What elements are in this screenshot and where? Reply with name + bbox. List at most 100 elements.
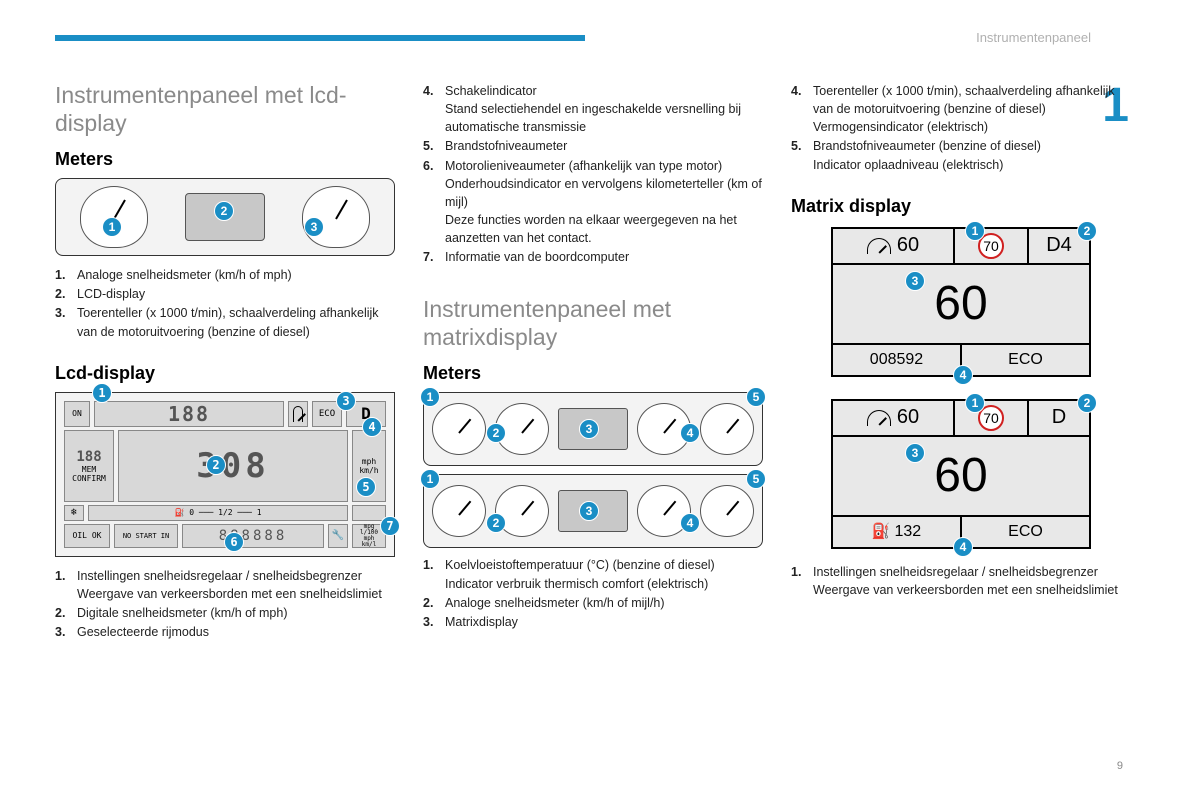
list-continuation: Weergave van verkeersborden met een snel… — [55, 585, 395, 603]
list-item: Analoge snelheidsmeter (km/h of mijl/h) — [423, 594, 763, 612]
col1-lcd-list: Instellingen snelheidsregelaar / snelhei… — [55, 567, 395, 585]
dial — [432, 403, 486, 455]
figure-matrix-meters-1: 1 2 3 4 5 — [423, 392, 763, 466]
list-item: Analoge snelheidsmeter (km/h of mph) — [55, 266, 395, 284]
page-number: 9 — [1117, 760, 1123, 772]
u-kml: km/l — [362, 542, 376, 548]
lcd-confirm: CONFIRM — [72, 474, 106, 483]
list-item: Koelvloeistoftemperatuur (°C) (benzine o… — [423, 556, 763, 574]
figure-matrix-meters-2: 1 2 3 4 5 — [423, 474, 763, 548]
lcd-mph: mph — [362, 457, 376, 466]
md1-odo: 008592 — [833, 345, 962, 375]
col3-matrix-heading: Matrix display — [791, 196, 1131, 217]
dial — [700, 403, 754, 455]
dial — [432, 485, 486, 537]
md2-speed: 60 — [833, 437, 1089, 515]
list-item: Toerenteller (x 1000 t/min), schaalverde… — [55, 304, 395, 340]
callout-3: 3 — [336, 391, 356, 411]
list-item: Informatie van de boordcomputer — [423, 248, 763, 266]
callout-5: 5 — [746, 387, 766, 407]
list-item: Digitale snelheidsmeter (km/h of mph) — [55, 604, 395, 622]
speedo-icon — [867, 410, 891, 426]
callout-1: 1 — [965, 221, 985, 241]
figure-lcd-display: ON 188 ECO D 188 MEM CONFIRM 308 mph km/… — [55, 392, 395, 557]
md2-range: 132 — [894, 523, 921, 541]
column-2: Schakelindicator Stand selectiehendel en… — [423, 82, 763, 642]
col3-matrix-list: Instellingen snelheidsregelaar / snelhei… — [791, 563, 1131, 581]
list-item: Brandstofniveaumeter (benzine of diesel) — [791, 137, 1131, 155]
list-continuation: Stand selectiehendel en ingeschakelde ve… — [423, 100, 763, 136]
list-item: Brandstofniveaumeter — [423, 137, 763, 155]
callout-3: 3 — [905, 443, 925, 463]
list-item: Geselecteerde rijmodus — [55, 623, 395, 641]
figure-matrix-display-2: 60 70 D 60 132 ECO 1 2 3 4 — [831, 399, 1091, 549]
page-content: Instrumentenpaneel met lcd-display Meter… — [55, 82, 1131, 642]
fuel-icon — [872, 522, 891, 541]
speedo-icon — [867, 238, 891, 254]
col1-lcd-heading: Lcd-display — [55, 363, 395, 384]
dial — [700, 485, 754, 537]
callout-4: 4 — [362, 417, 382, 437]
callout-4: 4 — [680, 513, 700, 533]
list-item: LCD-display — [55, 285, 395, 303]
list-item: Instellingen snelheidsregelaar / snelhei… — [55, 567, 395, 585]
column-3: Toerenteller (x 1000 t/min), schaalverde… — [791, 82, 1131, 642]
list-continuation: Deze functies worden na elkaar weergegev… — [423, 211, 763, 247]
list-item: Matrixdisplay — [423, 613, 763, 631]
lcd-oil: OIL OK — [64, 524, 110, 548]
lcd-on: ON — [64, 401, 90, 427]
col1-lcd-list-cont: Digitale snelheidsmeter (km/h of mph) Ge… — [55, 604, 395, 641]
col2-meters-list: Koelvloeistoftemperatuur (°C) (benzine o… — [423, 556, 763, 574]
callout-5: 5 — [356, 477, 376, 497]
callout-2: 2 — [1077, 393, 1097, 413]
list-item: Toerenteller (x 1000 t/min), schaalverde… — [791, 82, 1131, 118]
col2-cont-list-b: Brandstofniveaumeter Motorolieniveaumete… — [423, 137, 763, 174]
callout-1: 1 — [965, 393, 985, 413]
callout-2: 2 — [1077, 221, 1097, 241]
list-continuation: Weergave van verkeersborden met een snel… — [791, 581, 1131, 599]
list-continuation: Vermogensindicator (elektrisch) — [791, 118, 1131, 136]
lcd-kmh: km/h — [359, 466, 378, 475]
figure-lcd-meters: 1 2 3 — [55, 178, 395, 256]
list-item: Schakelindicator — [423, 82, 763, 100]
speedo-icon — [293, 406, 303, 422]
list-continuation: Onderhoudsindicator en vervolgens kilome… — [423, 175, 763, 211]
list-continuation: Indicator verbruik thermisch comfort (el… — [423, 575, 763, 593]
col2-meters-heading: Meters — [423, 363, 763, 384]
col3-cont-list-b: Brandstofniveaumeter (benzine of diesel) — [791, 137, 1131, 155]
top-rule — [55, 35, 585, 41]
callout-4: 4 — [953, 537, 973, 557]
lcd-top-digits: 188 — [94, 401, 284, 427]
col2-cont-list: Schakelindicator — [423, 82, 763, 100]
callout-1: 1 — [420, 387, 440, 407]
lcd-speed: 308 — [118, 430, 348, 502]
col2-title: Instrumentenpaneel met matrixdisplay — [423, 296, 763, 351]
col1-title: Instrumentenpaneel met lcd-display — [55, 82, 395, 137]
callout-1: 1 — [92, 383, 112, 403]
md2-eco: ECO — [962, 517, 1089, 547]
list-continuation: Indicator oplaadniveau (elektrisch) — [791, 156, 1131, 174]
col2-cont-list-c: Informatie van de boordcomputer — [423, 248, 763, 266]
col2-meters-list-b: Analoge snelheidsmeter (km/h of mijl/h) … — [423, 594, 763, 631]
figure-matrix-display-1: 60 70 D4 60 008592 ECO 1 2 3 4 — [831, 227, 1091, 377]
lcd-digits-small: 188 — [76, 449, 101, 465]
callout-1: 1 — [420, 469, 440, 489]
callout-4: 4 — [680, 423, 700, 443]
callout-6: 6 — [224, 532, 244, 552]
header-section-label: Instrumentenpaneel — [976, 30, 1091, 45]
callout-2: 2 — [206, 455, 226, 475]
md1-cruise: 60 — [897, 234, 919, 257]
col3-cont-list: Toerenteller (x 1000 t/min), schaalverde… — [791, 82, 1131, 118]
column-1: Instrumentenpaneel met lcd-display Meter… — [55, 82, 395, 642]
list-item: Motorolieniveaumeter (afhankelijk van ty… — [423, 157, 763, 175]
callout-3: 3 — [905, 271, 925, 291]
md1-speed: 60 — [833, 265, 1089, 343]
col1-meters-list: Analoge snelheidsmeter (km/h of mph) LCD… — [55, 266, 395, 341]
lcd-mem: MEM — [82, 465, 96, 474]
lcd-nostart: NO START IN — [114, 524, 178, 548]
col1-meters-heading: Meters — [55, 149, 395, 170]
list-item: Instellingen snelheidsregelaar / snelhei… — [791, 563, 1131, 581]
callout-7: 7 — [380, 516, 400, 536]
callout-5: 5 — [746, 469, 766, 489]
callout-4: 4 — [953, 365, 973, 385]
